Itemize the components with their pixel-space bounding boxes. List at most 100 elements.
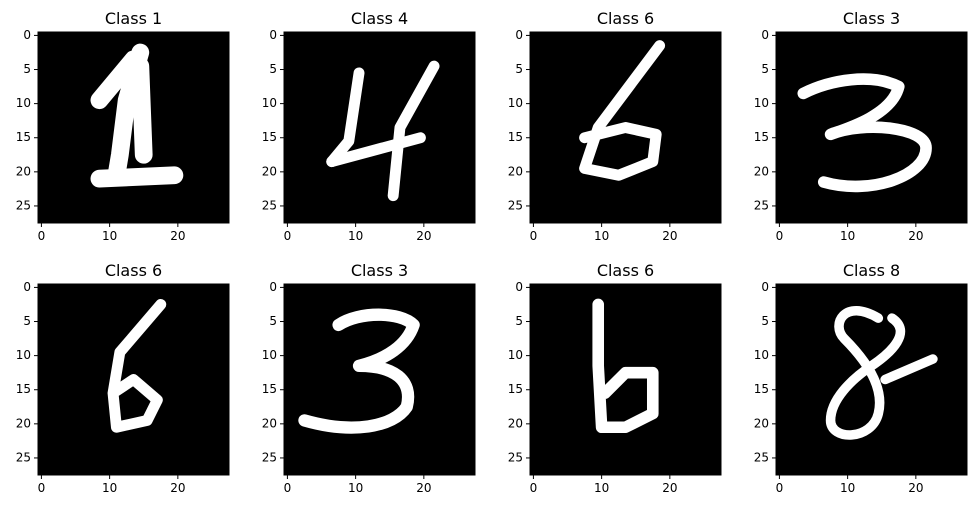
x-tick-label: 20 <box>416 481 431 495</box>
y-tick-label: 0 <box>515 28 523 42</box>
digit-strokes <box>298 308 420 434</box>
y-tick-label: 5 <box>269 62 277 76</box>
y-tick-label: 25 <box>754 198 769 212</box>
digit-stroke <box>387 60 440 202</box>
axes-frame <box>283 31 476 224</box>
y-tick-label: 10 <box>508 96 523 110</box>
digit-stroke <box>797 73 932 193</box>
axes-frame <box>775 31 968 224</box>
y-tick-label: 5 <box>515 62 523 76</box>
y-tick-label: 0 <box>515 280 523 294</box>
y-tick-label: 5 <box>761 314 769 328</box>
y-tick-label: 10 <box>754 96 769 110</box>
y-tick-label: 25 <box>16 198 31 212</box>
panel-title: Class 3 <box>351 261 408 280</box>
y-tick-label: 25 <box>508 450 523 464</box>
y-tick-label: 5 <box>23 314 31 328</box>
y-tick-label: 0 <box>23 280 31 294</box>
panel-title: Class 6 <box>105 261 162 280</box>
panel-title: Class 4 <box>351 9 408 28</box>
digit-stroke <box>880 354 938 385</box>
y-tick-label: 20 <box>262 164 277 178</box>
y-tick-label: 25 <box>262 198 277 212</box>
image-panel: Class 6 0 10 20 0 5 10 15 20 25 <box>508 261 722 495</box>
digit-strokes <box>107 299 167 433</box>
image-panel: Class 1 0 10 20 0 5 10 15 20 25 <box>16 9 230 243</box>
y-tick-label: 15 <box>262 130 277 144</box>
digit-strokes <box>825 306 938 440</box>
y-tick-label: 10 <box>262 348 277 362</box>
x-tick-label: 0 <box>776 481 784 495</box>
y-tick-label: 25 <box>754 450 769 464</box>
y-tick-label: 0 <box>23 28 31 42</box>
y-tick-label: 5 <box>23 62 31 76</box>
y-tick-label: 25 <box>262 450 277 464</box>
y-tick-label: 25 <box>508 198 523 212</box>
x-tick-label: 20 <box>908 481 923 495</box>
x-tick-label: 0 <box>284 229 292 243</box>
image-panel: Class 3 0 10 20 0 5 10 15 20 25 <box>262 261 476 495</box>
x-tick-label: 20 <box>662 229 677 243</box>
axes-frame <box>37 31 230 224</box>
y-tick-label: 0 <box>269 28 277 42</box>
y-tick-label: 15 <box>754 382 769 396</box>
axes-frame <box>283 283 476 476</box>
y-tick-label: 0 <box>761 28 769 42</box>
y-tick-label: 20 <box>262 416 277 430</box>
y-tick-label: 15 <box>16 130 31 144</box>
y-tick-label: 5 <box>515 314 523 328</box>
digit-stroke <box>131 57 153 164</box>
y-tick-label: 20 <box>508 164 523 178</box>
image-panel: Class 6 0 10 20 0 5 10 15 20 25 <box>508 9 722 243</box>
panel-title: Class 8 <box>843 261 900 280</box>
digit-stroke <box>592 298 659 434</box>
y-tick-label: 15 <box>262 382 277 396</box>
panel-title: Class 6 <box>597 9 654 28</box>
axes-frame <box>775 283 968 476</box>
x-tick-label: 0 <box>38 481 46 495</box>
x-tick-label: 10 <box>348 481 363 495</box>
y-tick-label: 15 <box>754 130 769 144</box>
x-tick-label: 10 <box>594 481 609 495</box>
panel-title: Class 1 <box>105 9 162 28</box>
digit-stroke <box>298 308 420 434</box>
y-tick-label: 20 <box>754 164 769 178</box>
panel-title: Class 3 <box>843 9 900 28</box>
x-tick-label: 20 <box>170 229 185 243</box>
y-tick-label: 5 <box>269 314 277 328</box>
x-tick-label: 0 <box>776 229 784 243</box>
image-panel: Class 3 0 10 20 0 5 10 15 20 25 <box>754 9 968 243</box>
x-tick-label: 0 <box>530 229 538 243</box>
image-panel: Class 6 0 10 20 0 5 10 15 20 25 <box>16 261 230 495</box>
y-tick-label: 20 <box>508 416 523 430</box>
y-tick-label: 10 <box>754 348 769 362</box>
y-tick-label: 15 <box>16 382 31 396</box>
digit-image-background <box>284 32 475 223</box>
x-tick-label: 20 <box>416 229 431 243</box>
digit-strokes <box>579 40 666 181</box>
y-tick-label: 25 <box>16 450 31 464</box>
digit-strokes <box>90 43 184 188</box>
y-tick-label: 10 <box>16 348 31 362</box>
digit-strokes <box>326 60 440 202</box>
digit-stroke <box>90 166 184 188</box>
x-tick-label: 10 <box>348 229 363 243</box>
x-tick-label: 20 <box>662 481 677 495</box>
y-tick-label: 0 <box>761 280 769 294</box>
x-tick-label: 10 <box>594 229 609 243</box>
axes-frame <box>37 283 230 476</box>
image-panel: Class 4 0 10 20 0 5 10 15 20 25 <box>262 9 476 243</box>
digit-strokes <box>592 298 659 434</box>
digit-stroke <box>90 50 143 110</box>
x-tick-label: 0 <box>530 481 538 495</box>
x-tick-label: 20 <box>908 229 923 243</box>
panel-title: Class 6 <box>597 261 654 280</box>
x-tick-label: 10 <box>102 481 117 495</box>
y-tick-label: 15 <box>508 130 523 144</box>
y-tick-label: 5 <box>761 62 769 76</box>
y-tick-label: 10 <box>16 96 31 110</box>
axes-frame <box>529 31 722 224</box>
y-tick-label: 0 <box>269 280 277 294</box>
digit-stroke <box>326 132 426 168</box>
